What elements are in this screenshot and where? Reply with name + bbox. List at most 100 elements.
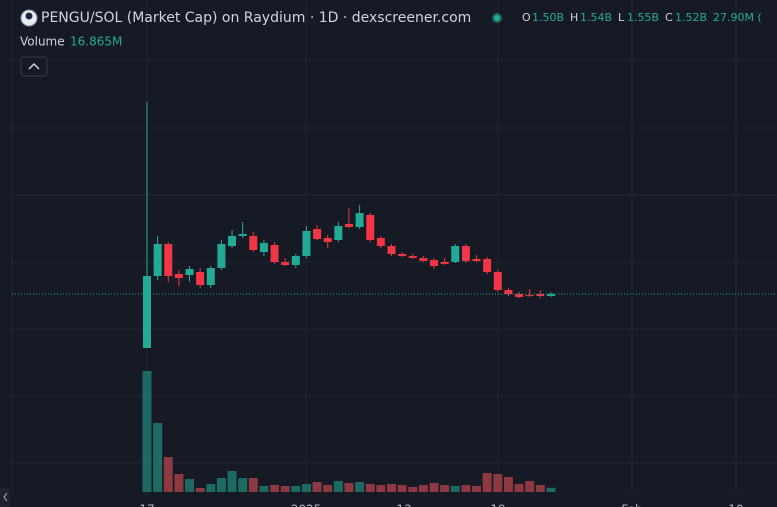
volume-bar xyxy=(472,486,482,492)
candle-body xyxy=(525,295,534,296)
volume-bar xyxy=(344,483,354,492)
candle-body xyxy=(472,259,481,261)
volume-bar xyxy=(440,485,450,492)
candle-body xyxy=(323,238,332,242)
volume-bar xyxy=(376,485,386,492)
volume-bar xyxy=(408,487,418,492)
volume-bar xyxy=(333,481,343,492)
volume-bar xyxy=(185,479,195,492)
candle-body xyxy=(291,256,300,265)
candle-body xyxy=(451,246,460,262)
volume-bar xyxy=(206,484,216,492)
candle-body xyxy=(153,244,162,276)
x-axis-label: 17 xyxy=(139,503,154,507)
volume-bar xyxy=(461,485,471,492)
x-axis-label: 13 xyxy=(396,503,411,507)
volume-bar xyxy=(270,485,280,492)
candle-body xyxy=(259,243,268,252)
candle-body xyxy=(143,276,151,348)
volume-bar xyxy=(386,484,396,492)
volume-bar xyxy=(174,474,184,492)
volume-bar xyxy=(291,486,301,492)
candle-body xyxy=(249,236,258,250)
volume-bar xyxy=(503,477,513,492)
candle-body xyxy=(461,246,470,261)
candle-body xyxy=(206,268,215,285)
candle-body xyxy=(536,294,545,296)
scroll-left[interactable] xyxy=(0,488,10,507)
candle-body xyxy=(344,224,353,227)
grid xyxy=(11,0,777,495)
status-dot-core xyxy=(494,15,500,21)
low-key: L xyxy=(618,11,625,24)
x-axis-label: Feb xyxy=(621,503,642,507)
volume-bar xyxy=(397,485,407,492)
volume-bar xyxy=(514,484,524,492)
volume-bar xyxy=(493,474,503,492)
collapse-button[interactable] xyxy=(20,56,48,77)
candle-body xyxy=(504,290,513,294)
volume-title: Volume xyxy=(20,35,65,49)
candle-body xyxy=(334,226,343,240)
candle-body xyxy=(196,272,205,285)
volume-bar xyxy=(248,478,258,492)
change-value: 27.90M ( xyxy=(713,11,762,24)
volume-bar xyxy=(355,482,365,492)
x-axis-label: 2025 xyxy=(291,503,322,507)
close-key: C xyxy=(665,11,673,24)
volume-bar xyxy=(546,487,556,492)
x-axis-label: 10 xyxy=(728,503,743,507)
candle-body xyxy=(270,245,279,262)
candle-body xyxy=(228,236,237,246)
volume-bar xyxy=(216,478,226,492)
candle-body xyxy=(238,234,247,236)
candle-body xyxy=(515,294,524,297)
volume-bar xyxy=(482,473,492,492)
volume-bar xyxy=(418,485,428,492)
candle-body xyxy=(440,262,449,264)
high-key: H xyxy=(570,11,578,24)
open-value: 1.50B xyxy=(532,11,564,24)
open-key: O xyxy=(522,11,531,24)
candle-body xyxy=(217,244,226,268)
volume-bar xyxy=(535,485,545,492)
candle-body xyxy=(546,294,555,296)
volume-bar xyxy=(195,488,205,492)
token-icon-face xyxy=(25,12,33,20)
candle-body xyxy=(493,272,502,290)
candle-body xyxy=(174,274,183,278)
candle-body xyxy=(483,259,492,272)
volume-value: 16.865M xyxy=(70,35,122,49)
volume-bar xyxy=(301,484,311,492)
close-value: 1.52B xyxy=(675,11,707,24)
volume-bar xyxy=(312,482,322,492)
volume-bar xyxy=(280,486,290,492)
candle-body xyxy=(366,215,375,240)
volume-bar xyxy=(323,485,333,492)
candle-body xyxy=(313,229,322,239)
candle-body xyxy=(398,254,407,256)
candle-body xyxy=(408,256,417,258)
candle-body xyxy=(376,238,385,246)
x-axis-label: 19 xyxy=(490,503,505,507)
volume-bar xyxy=(153,423,163,492)
volume-bar xyxy=(365,484,375,492)
chart-title: PENGU/SOL (Market Cap) on Raydium · 1D ·… xyxy=(41,10,471,26)
candle-body xyxy=(419,258,428,261)
volume-bar xyxy=(429,483,439,492)
volume-bar xyxy=(238,478,248,492)
volume-bar xyxy=(450,486,460,492)
candle-body xyxy=(302,231,311,256)
low-value: 1.55B xyxy=(627,11,659,24)
candle-body xyxy=(164,244,173,276)
candle-body xyxy=(281,262,290,265)
volume-bar xyxy=(525,481,535,492)
high-value: 1.54B xyxy=(580,11,612,24)
candle-body xyxy=(185,269,194,275)
volume-bar xyxy=(227,471,237,492)
volume-bar xyxy=(259,486,269,492)
volume-bar xyxy=(142,371,152,492)
candle-body xyxy=(387,246,396,254)
candle-body xyxy=(430,260,439,266)
